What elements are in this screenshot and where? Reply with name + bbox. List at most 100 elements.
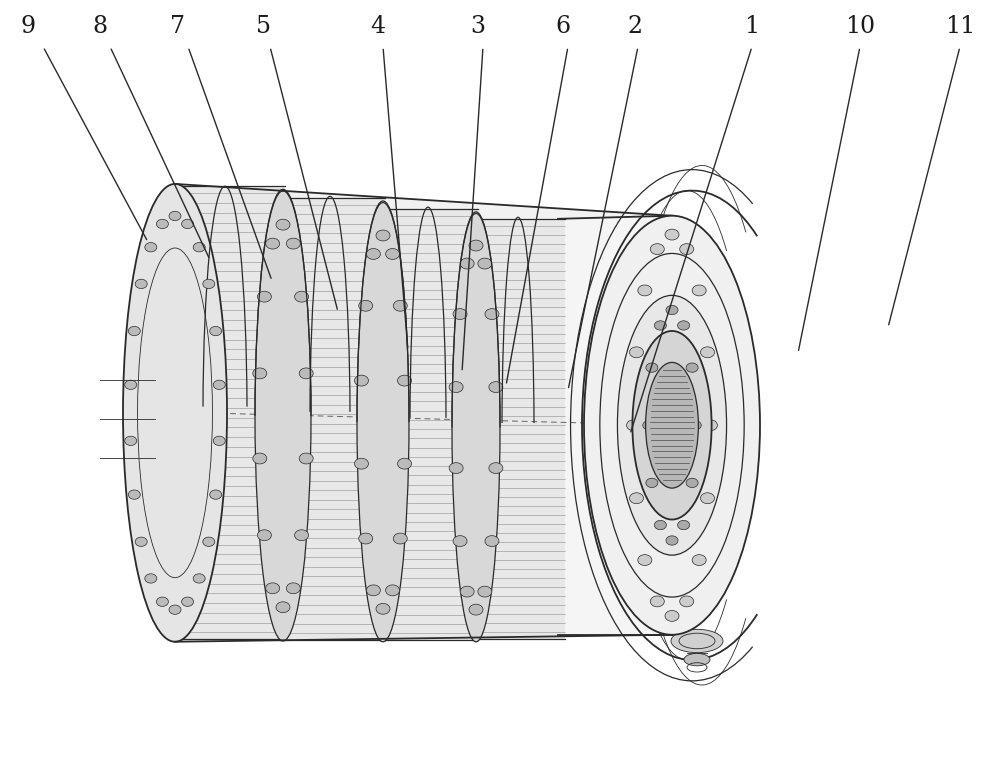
Ellipse shape [671, 629, 723, 653]
Ellipse shape [386, 248, 400, 259]
Ellipse shape [169, 211, 181, 220]
Ellipse shape [678, 320, 690, 330]
Ellipse shape [354, 459, 368, 469]
Ellipse shape [276, 219, 290, 230]
Ellipse shape [692, 285, 706, 296]
Ellipse shape [253, 453, 267, 464]
Ellipse shape [276, 602, 290, 613]
Ellipse shape [460, 586, 474, 597]
Ellipse shape [650, 596, 664, 607]
Ellipse shape [253, 368, 267, 379]
Ellipse shape [678, 521, 690, 530]
Ellipse shape [584, 216, 760, 635]
Ellipse shape [135, 537, 147, 546]
Ellipse shape [469, 240, 483, 251]
Ellipse shape [460, 258, 474, 269]
Ellipse shape [366, 585, 380, 596]
Ellipse shape [666, 305, 678, 315]
Ellipse shape [643, 421, 655, 430]
Ellipse shape [646, 478, 658, 487]
Ellipse shape [701, 347, 715, 358]
Text: 11: 11 [945, 15, 975, 38]
Polygon shape [380, 209, 478, 640]
Ellipse shape [182, 220, 194, 229]
Ellipse shape [617, 296, 727, 555]
Ellipse shape [386, 585, 400, 596]
Ellipse shape [646, 362, 698, 488]
Ellipse shape [627, 420, 641, 431]
Ellipse shape [145, 573, 157, 583]
Ellipse shape [156, 220, 168, 229]
Ellipse shape [654, 521, 666, 530]
Ellipse shape [393, 533, 407, 544]
Polygon shape [175, 184, 760, 642]
Polygon shape [168, 186, 285, 639]
Ellipse shape [210, 490, 222, 499]
Ellipse shape [128, 327, 140, 336]
Ellipse shape [692, 555, 706, 566]
Ellipse shape [376, 604, 390, 615]
Ellipse shape [680, 596, 694, 607]
Ellipse shape [125, 436, 137, 445]
Text: 5: 5 [256, 15, 270, 38]
Text: 8: 8 [92, 15, 108, 38]
Ellipse shape [646, 363, 658, 372]
Ellipse shape [182, 597, 194, 606]
Ellipse shape [666, 535, 678, 545]
Ellipse shape [125, 380, 137, 390]
Text: 1: 1 [744, 15, 760, 38]
Ellipse shape [703, 420, 717, 431]
Ellipse shape [701, 493, 715, 504]
Text: 9: 9 [20, 15, 36, 38]
Ellipse shape [686, 478, 698, 487]
Ellipse shape [255, 191, 311, 641]
Ellipse shape [145, 243, 157, 252]
Text: 3: 3 [471, 15, 486, 38]
Ellipse shape [453, 535, 467, 546]
Ellipse shape [629, 347, 643, 358]
Ellipse shape [398, 459, 412, 469]
Text: 6: 6 [555, 15, 571, 38]
Ellipse shape [135, 279, 147, 289]
Ellipse shape [257, 530, 271, 541]
Ellipse shape [156, 597, 168, 606]
Ellipse shape [286, 583, 300, 594]
Ellipse shape [632, 331, 712, 520]
Ellipse shape [123, 184, 227, 642]
Ellipse shape [266, 583, 280, 594]
Ellipse shape [376, 230, 390, 241]
Ellipse shape [469, 605, 483, 615]
Polygon shape [473, 219, 565, 639]
Ellipse shape [684, 653, 710, 666]
Ellipse shape [452, 213, 500, 642]
Ellipse shape [286, 238, 300, 249]
Ellipse shape [478, 258, 492, 269]
Ellipse shape [398, 375, 412, 386]
Ellipse shape [665, 611, 679, 622]
Ellipse shape [193, 573, 205, 583]
Ellipse shape [359, 300, 373, 311]
Ellipse shape [213, 436, 225, 445]
Ellipse shape [650, 244, 664, 255]
Ellipse shape [489, 462, 503, 473]
Ellipse shape [489, 382, 503, 393]
Ellipse shape [686, 363, 698, 372]
Ellipse shape [213, 380, 225, 390]
Ellipse shape [299, 453, 313, 464]
Ellipse shape [295, 291, 309, 302]
Ellipse shape [393, 300, 407, 311]
Ellipse shape [638, 555, 652, 566]
Ellipse shape [299, 368, 313, 379]
Text: 4: 4 [370, 15, 386, 38]
Polygon shape [560, 216, 672, 636]
Ellipse shape [638, 285, 652, 296]
Ellipse shape [629, 493, 643, 504]
Ellipse shape [665, 229, 679, 240]
Ellipse shape [366, 248, 380, 259]
Ellipse shape [449, 462, 463, 473]
Ellipse shape [689, 421, 701, 430]
Ellipse shape [266, 238, 280, 249]
Ellipse shape [453, 309, 467, 320]
Ellipse shape [654, 320, 666, 330]
Ellipse shape [485, 535, 499, 546]
